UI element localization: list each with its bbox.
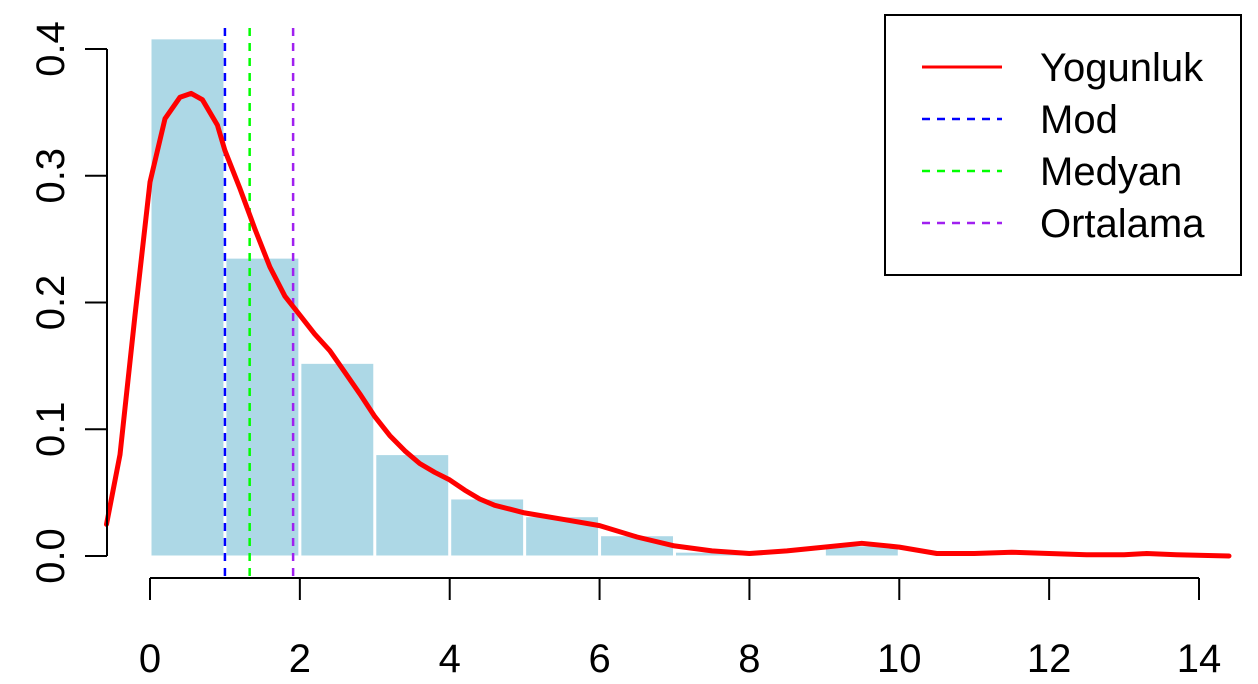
y-axis: 0.0 0.1 0.2 0.3 0.4: [29, 21, 108, 584]
y-tick-label: 0.3: [29, 148, 73, 204]
histogram-bar-1: [225, 257, 300, 557]
x-tick-label: 14: [1177, 637, 1222, 681]
x-tick-label: 0: [139, 637, 161, 681]
x-axis: 0 2 4 6 8 10 12 14: [139, 577, 1222, 681]
y-tick-label: 0.1: [29, 401, 73, 457]
legend: Yogunluk Mod Medyan Ortalama: [884, 14, 1242, 276]
legend-label-yogunluk: Yogunluk: [1040, 46, 1204, 90]
y-tick-label: 0.4: [29, 21, 73, 77]
histogram-bar-2: [300, 362, 375, 557]
legend-label-mod: Mod: [1040, 98, 1118, 142]
x-tick-label: 4: [439, 637, 461, 681]
histogram-bar-3: [375, 454, 450, 557]
y-tick-label: 0.0: [29, 528, 73, 584]
x-tick-label: 10: [877, 637, 922, 681]
x-tick-label: 8: [738, 637, 760, 681]
legend-label-ortalama: Ortalama: [1040, 202, 1205, 246]
legend-label-medyan: Medyan: [1040, 150, 1182, 194]
x-tick-label: 6: [588, 637, 610, 681]
x-tick-label: 12: [1027, 637, 1072, 681]
histogram-bars: [150, 38, 899, 557]
y-tick-label: 0.2: [29, 275, 73, 331]
density-curve-layer: [104, 90, 1232, 559]
x-tick-label: 2: [289, 637, 311, 681]
legend-box: [884, 14, 1242, 276]
histogram-bar-9: [824, 545, 899, 557]
density-curve: [104, 90, 1232, 559]
